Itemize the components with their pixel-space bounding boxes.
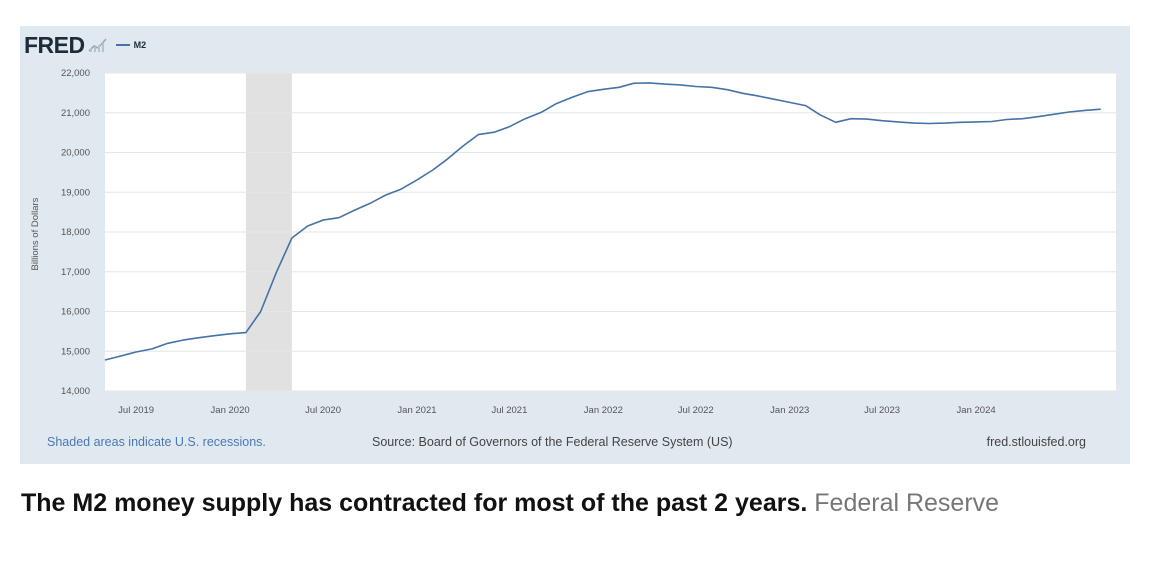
caption-text: The M2 money supply has contracted for m… [21,489,808,517]
legend-series-label: M2 [133,40,147,50]
fred-site-link[interactable]: fred.stlouisfed.org [986,435,1086,449]
caption-credit: Federal Reserve [814,489,1000,517]
y-tick-label: 17,000 [61,267,90,278]
source-note: Source: Board of Governors of the Federa… [372,435,733,449]
chart-panel: 14,000 15,000 16,000 17,000 18,000 19,000 20,0… [20,26,1130,464]
x-tick-label: Jul 2020 [305,405,341,416]
fred-graph-icon [88,38,107,52]
y-tick-label: 22,000 [61,68,90,79]
y-axis-label: Billions of Dollars [30,197,41,270]
chart-header: FRED M2 [24,31,146,59]
legend-swatch [115,44,130,46]
series-line-m2 [104,82,1101,361]
x-tick-label: Jan 2021 [397,405,436,416]
y-tick-label: 21,000 [61,108,90,119]
x-tick-label: Jan 2020 [211,405,250,416]
y-tick-label: 16,000 [61,307,90,318]
x-tick-label: Jul 2019 [118,405,154,416]
chart-svg: 14,000 15,000 16,000 17,000 18,000 19,000 20,0… [30,68,1116,416]
x-tick-label: Jul 2023 [864,405,900,416]
figure-caption: The M2 money supply has contracted for m… [21,489,999,518]
x-tick-label: Jul 2022 [678,405,714,416]
y-tick-label: 15,000 [61,346,90,357]
y-tick-label: 19,000 [61,187,90,198]
x-tick-label: Jan 2023 [770,405,809,416]
y-tick-label: 18,000 [61,227,90,238]
x-tick-label: Jan 2024 [957,405,996,416]
recessions-note-link[interactable]: Shaded areas indicate U.S. recessions. [47,435,266,449]
y-tick-label: 20,000 [61,148,90,159]
y-tick-label: 14,000 [61,386,90,397]
x-tick-label: Jul 2021 [491,405,527,416]
fred-logo[interactable]: FRED [24,31,85,58]
x-tick-label: Jan 2022 [584,405,623,416]
